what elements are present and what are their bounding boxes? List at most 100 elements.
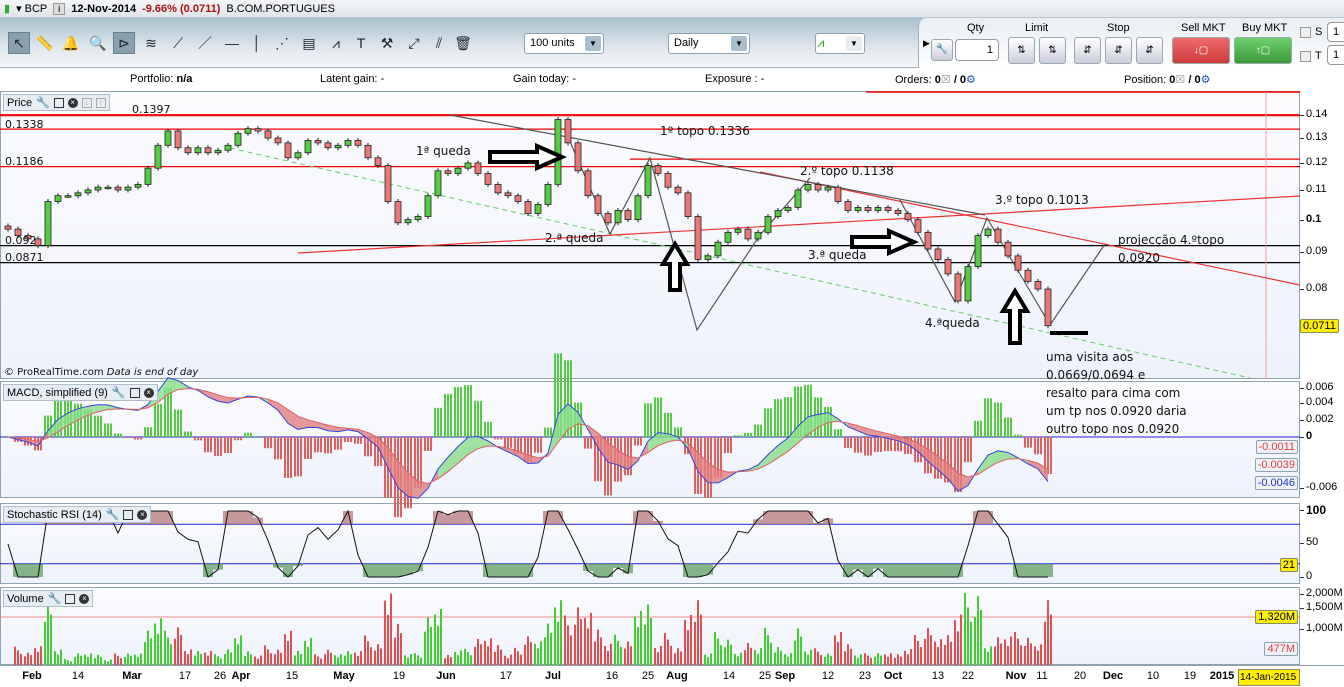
- date-tick: 16: [605, 670, 619, 682]
- candle: [644, 165, 652, 197]
- date-tick: Apr: [231, 670, 251, 682]
- stoch-rsi-panel[interactable]: Stochastic RSI (14) 🔧 ×: [0, 503, 1300, 584]
- limit-button-2[interactable]: ⇅: [1039, 37, 1066, 64]
- wrench-icon[interactable]: 🔧: [105, 509, 120, 521]
- candle: [194, 147, 202, 154]
- pointer-icon[interactable]: ↖: [8, 32, 30, 54]
- candle: [374, 157, 382, 166]
- candle: [824, 186, 832, 191]
- candle: [914, 219, 922, 233]
- t-input[interactable]: 1: [1327, 45, 1344, 65]
- zoom-icon[interactable]: 🔍: [89, 34, 107, 51]
- cancel-orders-icon[interactable]: ☒: [940, 74, 951, 86]
- close-icon[interactable]: ×: [143, 387, 154, 398]
- channel-icon[interactable]: ≋: [145, 34, 157, 51]
- candle: [954, 273, 962, 302]
- date-axis: Feb 14 Mar 17 26 Apr 15 May 19 Jun 17 Jul 16 25 Aug 14 2…: [0, 665, 1344, 687]
- ruler-icon[interactable]: 📏: [36, 34, 54, 51]
- units-select[interactable]: 100 units ▼: [524, 33, 604, 54]
- qty-input[interactable]: 1: [955, 39, 999, 61]
- move-up-icon[interactable]: ↑: [95, 97, 106, 108]
- portfolio-info: Portfolio: n/a: [130, 73, 192, 85]
- close-position-icon[interactable]: ☒: [1175, 74, 1186, 86]
- limit-button-1[interactable]: ⇅: [1008, 37, 1035, 64]
- text-icon[interactable]: T: [356, 35, 366, 51]
- candle: [524, 201, 532, 214]
- candle: [744, 228, 752, 240]
- stop-button-1[interactable]: ⇵: [1074, 37, 1101, 64]
- candle: [324, 142, 332, 149]
- alert-bell-icon[interactable]: 🔔: [62, 34, 80, 51]
- wrench-icon[interactable]: 🔧: [47, 593, 62, 605]
- position-value: 0: [1169, 74, 1176, 86]
- line-icon[interactable]: ／: [198, 35, 212, 51]
- qty-label: Qty: [967, 22, 985, 34]
- date-tick: 14: [722, 670, 736, 682]
- candle: [294, 152, 302, 159]
- stop-button-3[interactable]: ⇵: [1136, 37, 1163, 64]
- horizontal-line-icon[interactable]: —: [225, 35, 239, 51]
- t-checkbox[interactable]: [1300, 51, 1311, 62]
- stop-button-2[interactable]: ⇵: [1105, 37, 1132, 64]
- vertical-line-icon[interactable]: │: [252, 35, 262, 51]
- indicator-icon[interactable]: ▤: [302, 34, 316, 51]
- triangle-pattern-icon[interactable]: ⊳: [113, 32, 135, 54]
- wrench-icon[interactable]: 🔧: [36, 97, 50, 109]
- date-tick: 12: [821, 670, 835, 682]
- move-down-icon[interactable]: ↓: [81, 97, 92, 108]
- s-checkbox[interactable]: [1300, 27, 1311, 38]
- maximize-icon[interactable]: [65, 593, 76, 604]
- info-icon[interactable]: i: [53, 2, 66, 15]
- orders-label: Orders:: [895, 74, 932, 86]
- wrench-icon[interactable]: 🔧: [931, 39, 953, 61]
- trash-icon[interactable]: 🗑: [454, 34, 472, 51]
- candle: [14, 228, 22, 236]
- volume-panel[interactable]: Volume 🔧 ×: [0, 587, 1300, 665]
- gears-icon[interactable]: ⚙: [966, 74, 976, 86]
- period-select[interactable]: Daily ▼: [668, 33, 750, 54]
- trend-icon[interactable]: ⩘: [332, 34, 340, 51]
- parallel-line-icon[interactable]: ⫽: [435, 34, 443, 51]
- price-chart: 1ª queda 1º topo 0.1336 2.ª queda 2.º topo …: [0, 91, 1300, 379]
- candle: [214, 149, 222, 154]
- candle: [114, 186, 122, 191]
- macd-signal-tag: -0.0039: [1254, 458, 1298, 472]
- candle: [394, 201, 402, 224]
- tools-icon[interactable]: ⚒: [380, 34, 394, 51]
- symbol: BCP: [24, 3, 48, 15]
- candle: [854, 207, 862, 211]
- maximize-icon[interactable]: [53, 97, 64, 108]
- gears-icon[interactable]: ⚙: [1200, 74, 1211, 86]
- s-input[interactable]: 1: [1327, 22, 1344, 42]
- candle: [54, 195, 62, 202]
- macd-panel[interactable]: MACD, simplified (9) 🔧 ×: [0, 381, 1300, 498]
- candle: [604, 213, 612, 224]
- chevron-down-icon: ▼: [846, 36, 862, 51]
- candle: [674, 186, 682, 194]
- candle: [984, 228, 992, 236]
- candle: [584, 170, 592, 197]
- segment-icon[interactable]: ⟋: [173, 34, 183, 51]
- symbol-dropdown[interactable]: ▾ BCP: [16, 3, 48, 15]
- maximize-icon[interactable]: [123, 509, 134, 520]
- candle: [504, 192, 512, 197]
- sell-market-button[interactable]: ↓▢: [1172, 37, 1230, 64]
- date-tick: 14: [71, 670, 85, 682]
- maximize-icon[interactable]: [129, 387, 140, 398]
- fibonacci-fan-icon[interactable]: ⋰: [275, 34, 289, 51]
- arrow-icon[interactable]: ⤢: [408, 34, 420, 51]
- account-info-bar: Portfolio: n/a Latent gain: - Gain today…: [0, 68, 1344, 90]
- candle: [894, 210, 902, 214]
- close-icon[interactable]: ×: [137, 509, 148, 520]
- close-icon[interactable]: ×: [79, 593, 90, 604]
- candle: [574, 142, 582, 172]
- close-icon[interactable]: ×: [67, 97, 78, 108]
- date-tick: Sep: [774, 670, 796, 682]
- indicators-button[interactable]: ⩘ ▼: [815, 33, 865, 54]
- buy-market-button[interactable]: ↑▢: [1234, 37, 1292, 64]
- wrench-icon[interactable]: 🔧: [111, 387, 126, 399]
- candle: [944, 258, 952, 275]
- date-tick: Mar: [122, 670, 142, 682]
- collapse-arrow-icon[interactable]: ▶: [923, 38, 930, 48]
- candle: [864, 207, 872, 211]
